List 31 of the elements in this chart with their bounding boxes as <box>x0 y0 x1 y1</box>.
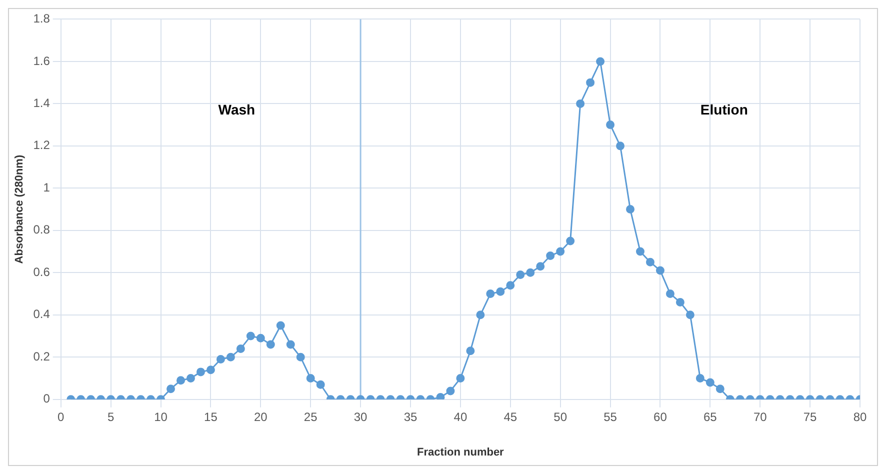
annotation: Wash <box>218 101 256 118</box>
x-tick-label: 45 <box>504 410 518 424</box>
x-tick-label: 0 <box>58 410 65 424</box>
x-tick-label: 5 <box>107 410 114 424</box>
annotation: Elution <box>700 101 748 118</box>
x-tick-label: 10 <box>154 410 168 424</box>
y-tick-label: 1 <box>43 180 50 194</box>
x-tick-label: 65 <box>703 410 718 424</box>
y-tick-label: 0.2 <box>33 349 50 364</box>
y-tick-label: 0 <box>43 392 50 406</box>
y-axis-title: Absorbance (280nm) <box>14 154 26 264</box>
x-tick-label: 15 <box>204 410 218 424</box>
y-tick-label: 1.4 <box>33 96 50 110</box>
x-tick-label: 60 <box>654 410 668 424</box>
y-tick-label: 0.4 <box>33 307 50 322</box>
y-tick-label: 0.6 <box>33 264 50 279</box>
x-tick-label: 20 <box>254 410 268 424</box>
x-tick-label: 25 <box>304 410 318 424</box>
y-tick-label: 0.8 <box>33 222 50 237</box>
x-tick-label: 35 <box>404 410 418 424</box>
x-tick-label: 30 <box>354 410 368 424</box>
x-tick-label: 40 <box>454 410 468 424</box>
x-tick-label: 70 <box>753 410 768 424</box>
x-tick-label: 80 <box>853 410 867 424</box>
x-axis-title: Fraction number <box>417 446 505 458</box>
x-tick-label: 50 <box>554 410 568 424</box>
x-tick-label: 75 <box>803 410 818 424</box>
y-tick-label: 1.8 <box>33 12 50 26</box>
y-tick-label: 1.2 <box>33 138 50 152</box>
x-tick-label: 55 <box>604 410 618 424</box>
y-tick-label: 1.6 <box>33 54 50 68</box>
